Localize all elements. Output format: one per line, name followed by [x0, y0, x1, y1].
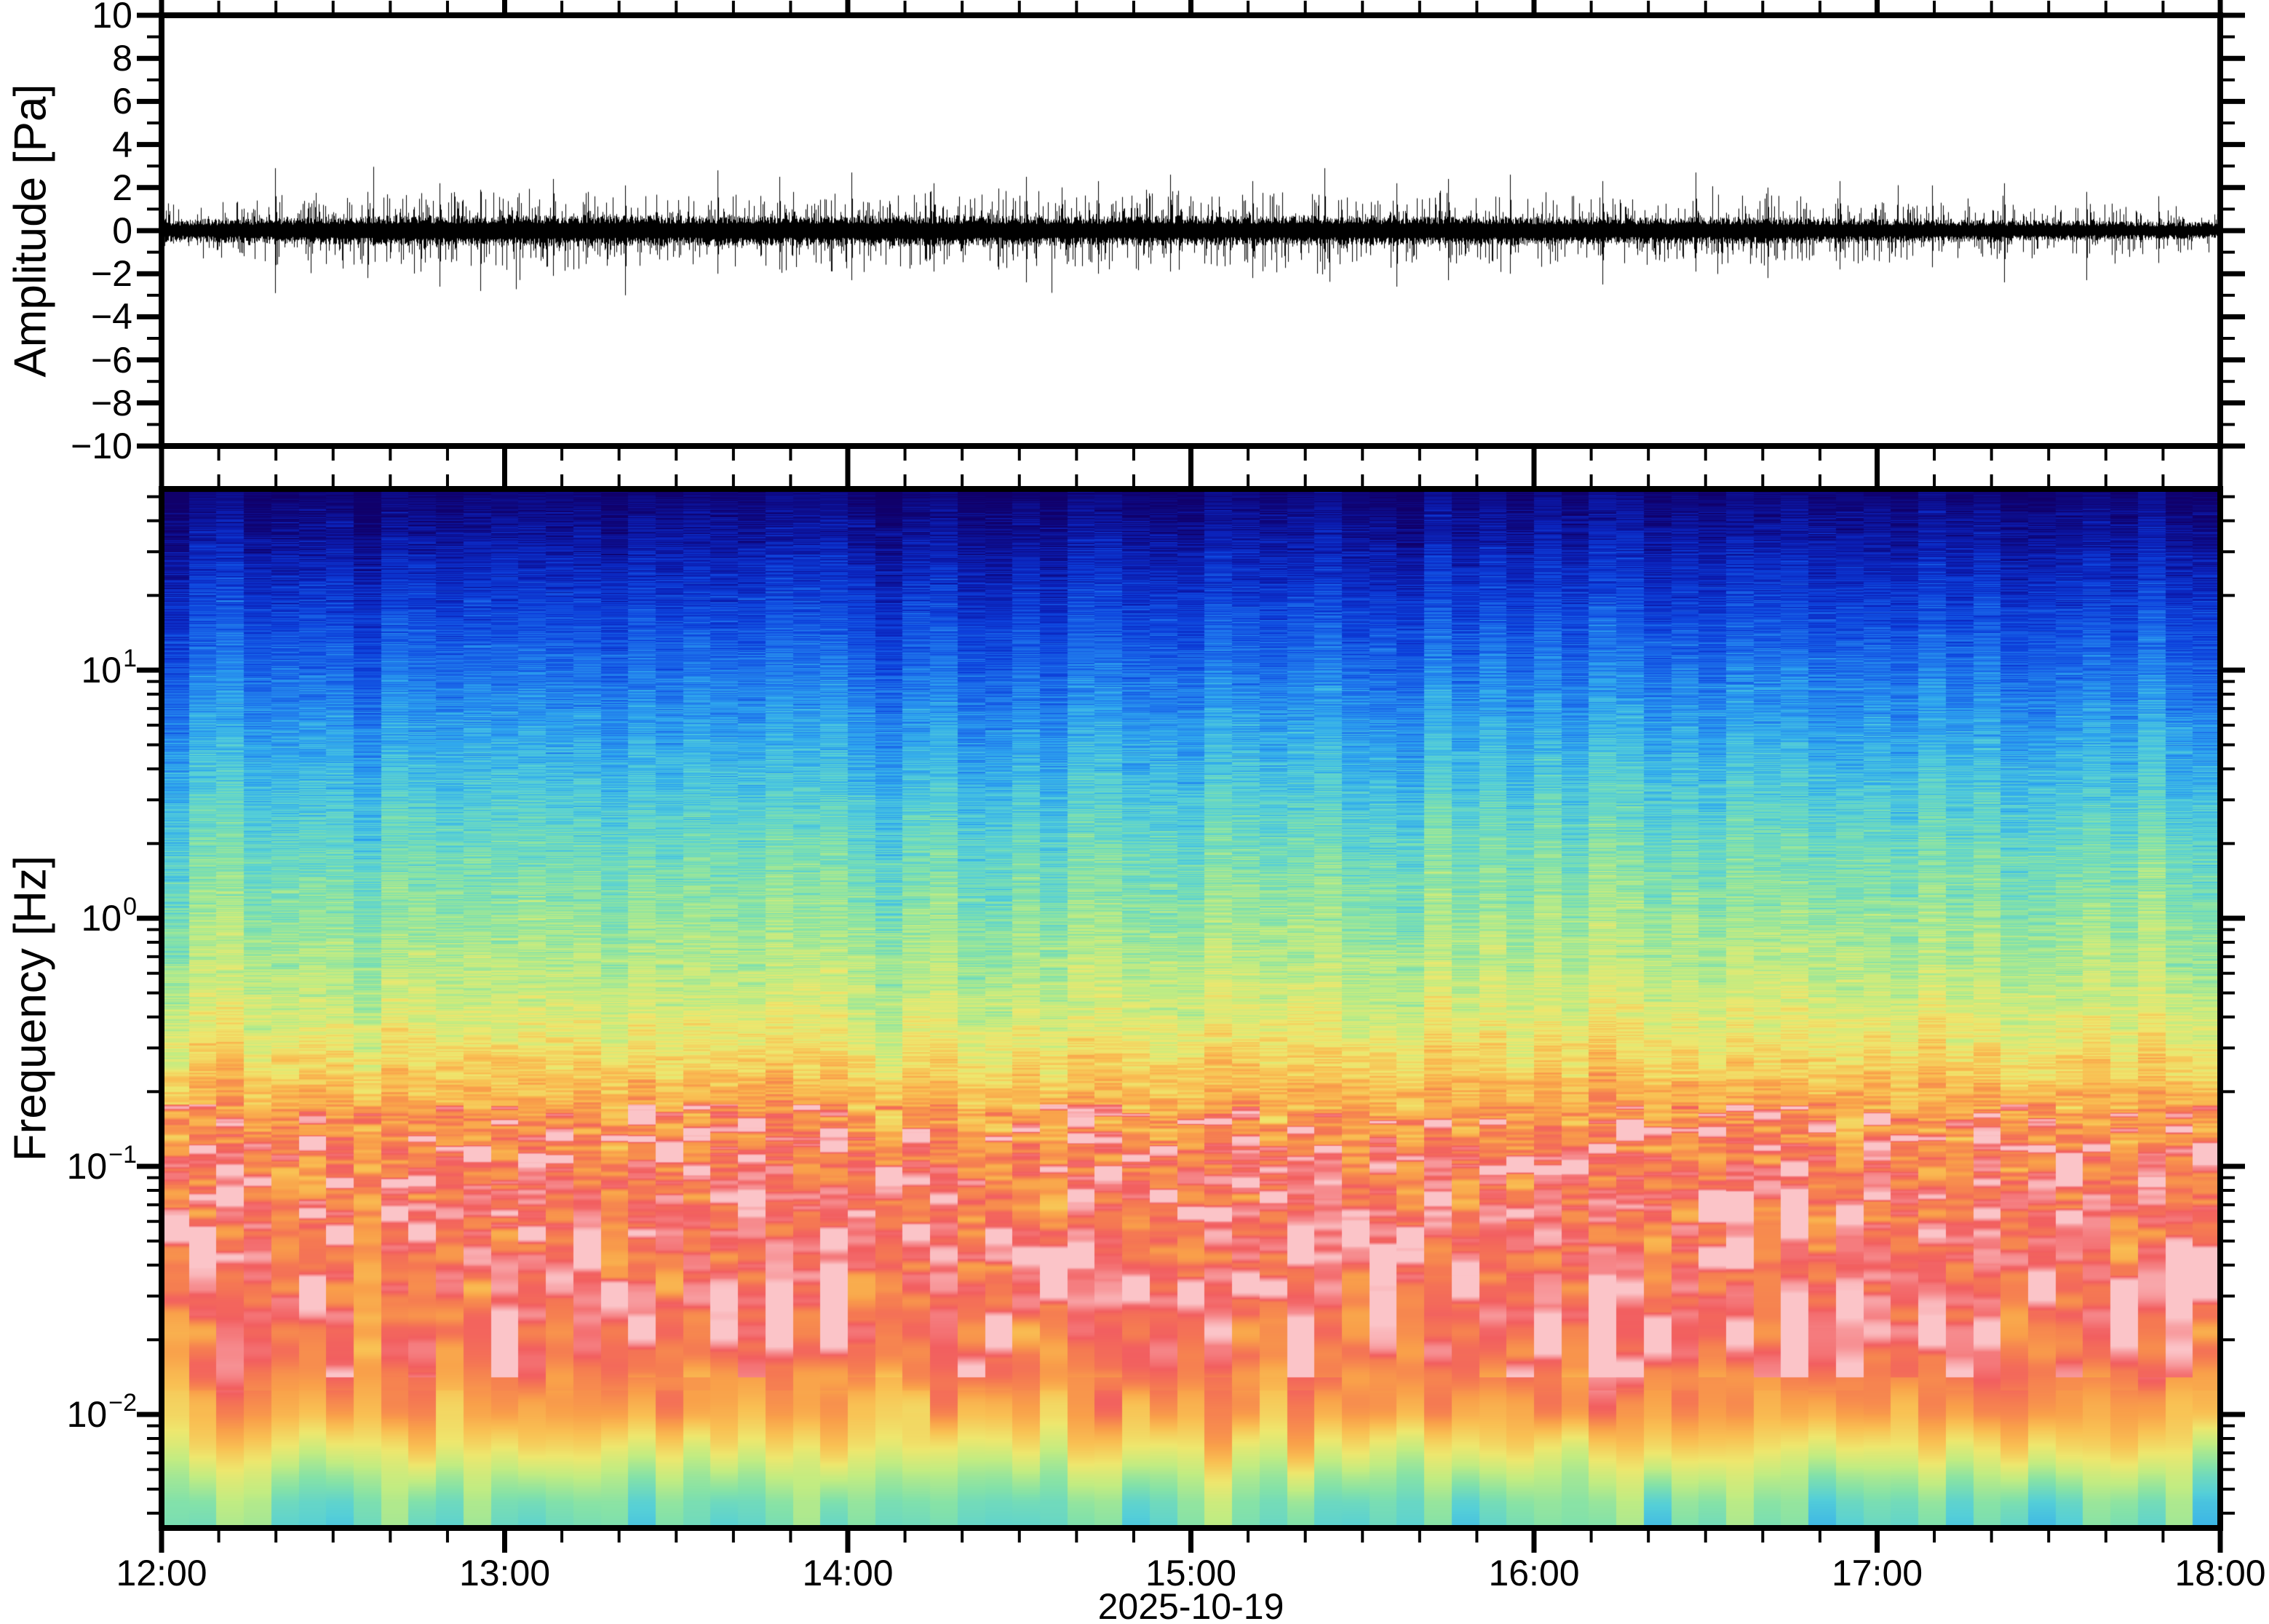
time-tick-label: 18:00	[2174, 1553, 2266, 1593]
freq-tick-base: 10	[81, 898, 122, 939]
freq-tick-base: 10	[66, 1146, 108, 1187]
freq-tick-label: 10−1	[20, 1142, 137, 1187]
freq-tick-exponent: −2	[108, 1389, 137, 1417]
time-tick-label: 17:00	[1831, 1553, 1923, 1593]
amp-tick-label: −2	[90, 253, 132, 295]
freq-tick-label: 10−2	[20, 1390, 137, 1435]
date-label: 2025-10-19	[1097, 1586, 1284, 1624]
freq-tick-exponent: 0	[123, 893, 137, 920]
amp-tick-label: 0	[112, 210, 132, 251]
time-tick-label: 13:00	[458, 1553, 551, 1593]
amp-tick-label: −6	[90, 339, 132, 381]
amp-tick-label: −4	[90, 296, 132, 338]
freq-tick-base: 10	[66, 1394, 108, 1435]
amp-tick-label: 6	[112, 81, 132, 122]
freq-tick-label: 101	[20, 646, 137, 690]
freq-tick-exponent: −1	[108, 1141, 137, 1169]
freq-tick-exponent: 1	[123, 645, 137, 672]
amp-tick-label: 2	[112, 167, 132, 208]
time-tick-label: 16:00	[1488, 1553, 1580, 1593]
amp-tick-label: 8	[112, 38, 132, 79]
time-tick-label: 12:00	[116, 1553, 207, 1593]
freq-tick-label: 100	[20, 894, 137, 939]
amp-tick-label: 4	[112, 124, 132, 165]
amp-tick-label: −10	[71, 426, 132, 466]
time-tick-label: 15:00	[1145, 1553, 1237, 1593]
amp-tick-label: −8	[90, 382, 132, 423]
spectrogram-plot	[162, 489, 2220, 1528]
waveform-plot	[162, 15, 2220, 446]
time-tick-label: 14:00	[802, 1553, 894, 1593]
freq-tick-base: 10	[81, 650, 122, 690]
amp-tick-label: 10	[92, 0, 132, 36]
